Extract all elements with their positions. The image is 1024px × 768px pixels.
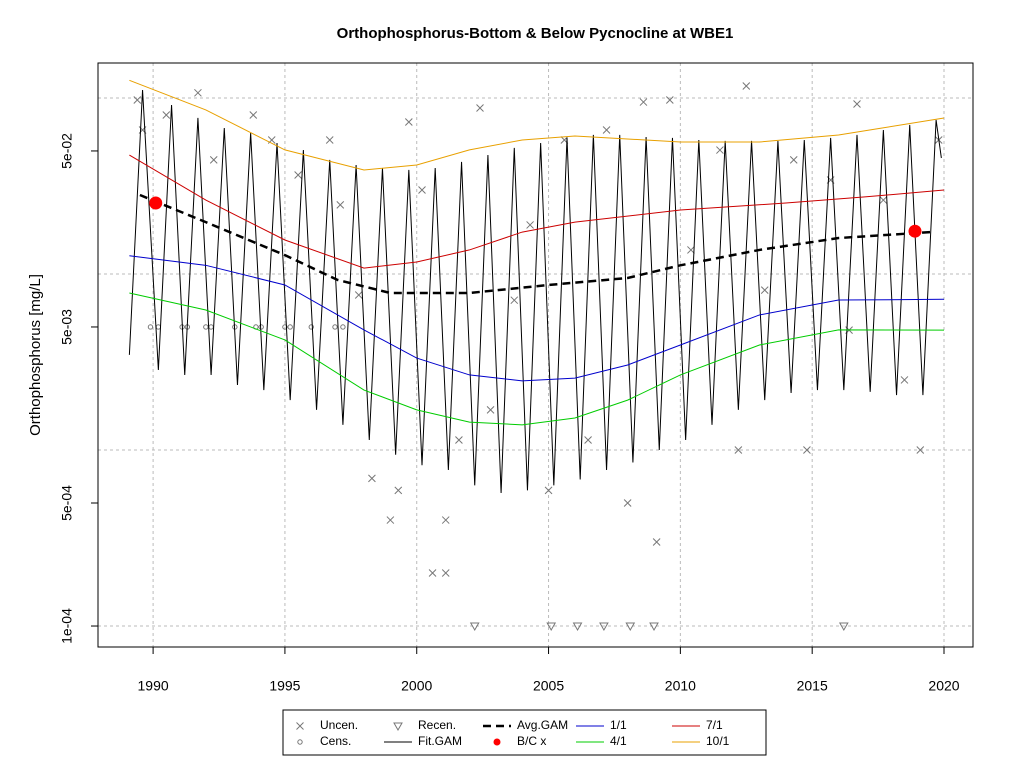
legend: Uncen. Cens. Recen. Fit.GAM Avg.GAM B/C x 1/1 4…: [282, 709, 767, 756]
point: [602, 126, 611, 134]
point: [599, 622, 609, 632]
point: [332, 324, 338, 330]
x-tick-label: 1990: [138, 678, 169, 694]
series-line: [129, 255, 945, 382]
point: [155, 324, 162, 330]
point: [652, 538, 661, 546]
legend-label: Avg.GAM: [517, 718, 568, 732]
legend-label: Fit.GAM: [418, 734, 462, 748]
point: [294, 171, 302, 179]
point: [133, 96, 142, 104]
point: [441, 569, 450, 577]
point: [340, 324, 346, 330]
point: [194, 88, 202, 97]
series-line: [129, 292, 945, 426]
point: [455, 436, 463, 444]
series-line: [128, 89, 942, 493]
point: [716, 146, 724, 154]
point: [760, 286, 769, 294]
point: [428, 569, 437, 577]
point: [625, 622, 636, 632]
chart-title: Orthophosphorus-Bottom & Below Pycnoclin…: [337, 25, 734, 42]
point: [308, 324, 314, 330]
point: [393, 722, 403, 732]
point: [510, 296, 519, 305]
series-line: [129, 154, 945, 269]
point: [249, 111, 258, 119]
x-tick-label: 2000: [401, 678, 432, 694]
point: [584, 436, 592, 444]
point: [572, 622, 583, 632]
legend-label: B/C x: [517, 734, 546, 748]
point: [404, 118, 413, 126]
point: [354, 291, 363, 299]
series-line: [129, 79, 945, 171]
point: [296, 722, 304, 730]
x-tick-label: 2005: [533, 678, 564, 694]
series-line: [139, 193, 931, 295]
point: [336, 201, 345, 209]
point: [394, 486, 403, 495]
point: [325, 136, 334, 144]
point: [649, 622, 659, 632]
point: [623, 499, 632, 507]
y-tick-label: 1e-04: [59, 608, 75, 644]
point: [162, 111, 171, 119]
point: [476, 104, 484, 112]
point: [386, 516, 395, 524]
point: [665, 96, 674, 104]
point: [149, 196, 163, 210]
point: [639, 98, 648, 106]
legend-label: 7/1: [706, 718, 723, 732]
point: [908, 224, 922, 238]
legend-label: Recen.: [418, 718, 456, 732]
y-axis-label: Orthophosphorus [mg/L]: [27, 274, 44, 436]
point: [687, 246, 695, 254]
point: [900, 376, 909, 384]
x-tick-label: 1995: [269, 678, 300, 694]
point: [282, 324, 288, 330]
point: [203, 324, 209, 330]
point: [209, 156, 218, 164]
point: [838, 622, 849, 632]
point: [853, 100, 861, 108]
point: [368, 474, 376, 483]
point: [441, 516, 450, 524]
point: [734, 446, 743, 454]
point: [297, 739, 303, 745]
point: [147, 324, 154, 330]
point: [916, 446, 925, 454]
point: [208, 324, 214, 330]
point: [742, 82, 751, 90]
legend-box: [282, 709, 767, 756]
plot-frame: [97, 62, 974, 648]
point: [546, 622, 557, 632]
y-tick-label: 5e-04: [59, 485, 75, 521]
point: [879, 196, 888, 204]
x-tick-label: 2015: [797, 678, 828, 694]
point: [418, 186, 426, 194]
point: [486, 406, 495, 414]
x-tick-label: 2020: [928, 678, 959, 694]
point: [803, 446, 811, 454]
y-tick-label: 5e-03: [59, 309, 75, 345]
legend-label: Cens.: [320, 734, 351, 748]
point: [493, 738, 501, 746]
point: [258, 324, 264, 330]
y-tick-label: 5e-02: [59, 133, 75, 169]
legend-label: 1/1: [610, 718, 627, 732]
point: [526, 221, 534, 229]
point: [789, 156, 798, 164]
point: [287, 324, 293, 330]
legend-label: Uncen.: [320, 718, 358, 732]
point: [544, 486, 553, 495]
x-tick-label: 2010: [665, 678, 696, 694]
legend-label: 10/1: [706, 734, 730, 748]
point: [469, 622, 480, 632]
legend-label: 4/1: [610, 734, 627, 748]
